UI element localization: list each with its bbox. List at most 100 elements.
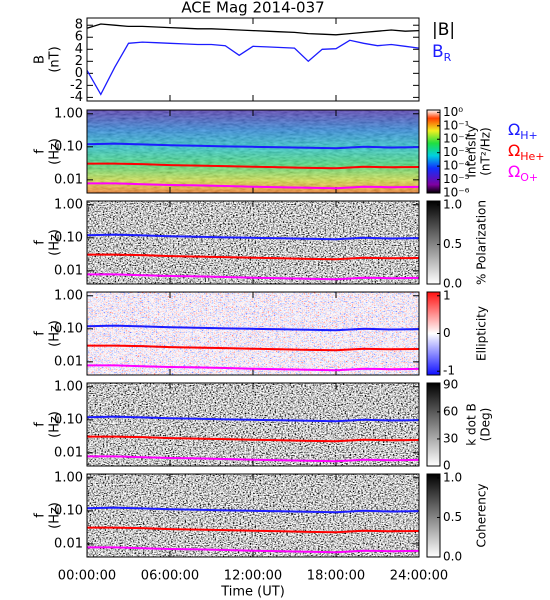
- colorbar-tick-label: 10⁻⁵: [443, 172, 470, 186]
- colorbar-tick-label: 10⁻⁶: [443, 186, 470, 200]
- colorbar-tick-label: 0.0: [443, 277, 462, 291]
- y-tick-label: 0.10: [54, 139, 83, 154]
- colorbar-tick-label: 30: [443, 431, 458, 445]
- plot-frame: [86, 291, 420, 376]
- colorbar-tick-label: 10⁻²: [443, 132, 470, 146]
- y-tick-label: 4: [75, 42, 83, 57]
- series-line: [87, 344, 420, 352]
- colorbar-tick-label: 1: [443, 288, 451, 302]
- series-line: [87, 253, 420, 261]
- y-tick-label: -4: [70, 90, 83, 105]
- series-line: [86, 324, 420, 332]
- colorbar-tick-label: 90: [443, 377, 458, 391]
- spectrogram: [87, 292, 419, 375]
- y-tick-label: 0.01: [54, 536, 83, 551]
- x-tick-label: 06:00:00: [141, 569, 199, 584]
- x-axis-label: Time (UT): [220, 585, 285, 600]
- y-axis-label: f: [33, 149, 48, 154]
- x-tick-label: 24:00:00: [390, 569, 448, 584]
- y-axis-label: (Hz): [48, 229, 63, 256]
- colorbar: [426, 109, 441, 194]
- y-tick-label: 1.00: [54, 470, 83, 485]
- colorbar: [426, 382, 441, 467]
- series-line: [87, 273, 420, 281]
- colorbar-tick-label: 0: [443, 459, 451, 473]
- legend-subscript: He+: [520, 150, 544, 163]
- colorbar-tick-label: -1: [443, 364, 455, 378]
- y-axis-label: (Hz): [48, 502, 63, 529]
- series-line: [87, 546, 420, 554]
- y-tick-label: 0.10: [54, 230, 83, 245]
- y-tick-label: 0.01: [54, 263, 83, 278]
- plot-frame: [86, 382, 420, 467]
- colorbar-tick-label: 60: [443, 404, 458, 418]
- colorbar-label: Intensity: [465, 125, 479, 177]
- colorbar-label: k dot B: [465, 403, 479, 445]
- colorbar-label: Coherency: [475, 483, 489, 547]
- legend-entry: ΩO+: [508, 162, 538, 185]
- y-tick-label: 2: [75, 54, 83, 69]
- legend-subscript: O+: [520, 171, 538, 184]
- x-tick-label: 12:00:00: [224, 569, 282, 584]
- series-line: [86, 23, 420, 36]
- y-tick-label: 1.00: [54, 288, 83, 303]
- legend-entry: BR: [432, 42, 452, 64]
- y-tick-label: 1.00: [54, 106, 83, 121]
- colorbar: [426, 473, 441, 558]
- colorbar-tick-label: 10⁻¹: [443, 118, 470, 132]
- plot-frame: [86, 473, 420, 558]
- colorbar-tick-label: 10⁰: [443, 105, 463, 119]
- colorbar-tick-label: 0.5: [443, 237, 462, 251]
- legend-entry: |B|: [432, 20, 455, 40]
- series-line: [86, 142, 420, 150]
- y-tick-label: 8: [75, 18, 83, 33]
- chart-title: ACE Mag 2014-037: [181, 0, 324, 17]
- y-axis-label: (nT): [48, 46, 63, 72]
- y-tick-label: 0.01: [54, 445, 83, 460]
- colorbar-tick-label: 0: [443, 326, 451, 340]
- spectrogram: [87, 201, 419, 284]
- series-line: [86, 506, 420, 514]
- colorbar-label: Ellipticity: [475, 306, 489, 361]
- y-tick-label: 0.10: [54, 503, 83, 518]
- y-tick-label: 0.01: [54, 354, 83, 369]
- legend-name: Ω: [508, 141, 520, 160]
- y-axis-label: f: [33, 422, 48, 427]
- spectrogram: [87, 474, 419, 557]
- y-tick-label: 1.00: [54, 379, 83, 394]
- y-axis-label: f: [33, 331, 48, 336]
- series-line: [87, 162, 420, 170]
- colorbar-tick-label: 1.0: [443, 470, 462, 484]
- plot-frame: [86, 109, 420, 194]
- y-tick-label: 0.10: [54, 321, 83, 336]
- y-axis-label: f: [33, 240, 48, 245]
- colorbar-label: (Deg): [479, 408, 493, 442]
- spectrogram-noise: [87, 110, 419, 193]
- spectrogram: [87, 383, 419, 466]
- series-line: [87, 182, 420, 190]
- y-tick-label: 0: [75, 66, 83, 81]
- series-line: [86, 39, 420, 96]
- colorbar-tick-label: 0.5: [443, 510, 462, 524]
- series-line: [86, 415, 420, 423]
- legend-name: Ω: [508, 120, 520, 139]
- series-line: [87, 364, 420, 372]
- legend-entry: ΩH+: [508, 120, 538, 143]
- y-axis-label: (Hz): [48, 411, 63, 438]
- legend-name: Ω: [508, 162, 520, 181]
- x-tick-label: 18:00:00: [307, 569, 365, 584]
- series-line: [87, 435, 420, 443]
- x-tick-label: 00:00:00: [58, 569, 116, 584]
- legend-entry: ΩHe+: [508, 141, 545, 164]
- colorbar: [426, 200, 441, 285]
- series-line: [87, 455, 420, 463]
- y-tick-label: 6: [75, 30, 83, 45]
- y-axis-label: (Hz): [48, 138, 63, 165]
- plot-frame: [86, 17, 420, 102]
- series-line: [86, 233, 420, 241]
- series-line: [87, 526, 420, 534]
- colorbar-label: (nT²/Hz): [479, 127, 493, 175]
- legend-subscript: H+: [520, 129, 538, 142]
- legend-name: |B|: [432, 20, 455, 40]
